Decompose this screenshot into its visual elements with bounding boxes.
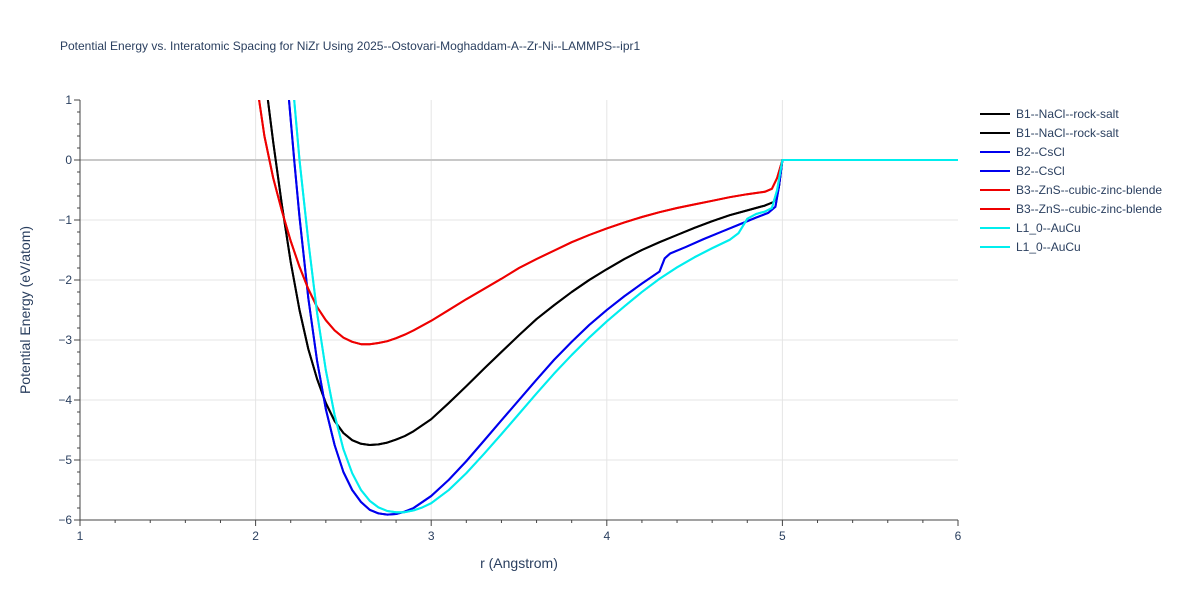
legend-item[interactable]: L1_0--AuCu (980, 221, 1081, 235)
y-tick-label: −5 (58, 453, 72, 467)
legend-label: B1--NaCl--rock-salt (1016, 126, 1119, 140)
y-tick-label: 0 (65, 153, 72, 167)
legend-label: B1--NaCl--rock-salt (1016, 107, 1119, 121)
x-tick-label: 3 (428, 529, 435, 543)
y-tick-label: 1 (65, 93, 72, 107)
legend[interactable]: B1--NaCl--rock-salt B1--NaCl--rock-salt B2… (980, 107, 1162, 254)
legend-item[interactable]: B3--ZnS--cubic-zinc-blende (980, 183, 1162, 197)
x-axis-title: r (Angstrom) (480, 555, 558, 571)
y-axis-title: Potential Energy (eV/atom) (17, 226, 33, 394)
x-tick-label: 2 (252, 529, 259, 543)
series-line-1 (266, 100, 958, 446)
series-line-3 (288, 100, 958, 516)
x-tick-label: 4 (603, 529, 610, 543)
legend-item[interactable]: L1_0--AuCu (980, 240, 1081, 254)
grid-lines (80, 100, 958, 520)
x-tick-label: 1 (77, 529, 84, 543)
y-tick-label: −4 (58, 393, 72, 407)
legend-item[interactable]: B2--CsCl (980, 164, 1065, 178)
legend-label: B3--ZnS--cubic-zinc-blende (1016, 183, 1162, 197)
series-line-7 (293, 100, 958, 514)
legend-item[interactable]: B1--NaCl--rock-salt (980, 126, 1119, 140)
x-tick-label: 5 (779, 529, 786, 543)
y-tick-label: −6 (58, 513, 72, 527)
series-layer (258, 100, 958, 516)
legend-item[interactable]: B1--NaCl--rock-salt (980, 107, 1119, 121)
y-tick-label: −3 (58, 333, 72, 347)
x-tick-label: 6 (955, 529, 962, 543)
series-line-0 (266, 100, 958, 446)
y-tick-label: −1 (58, 213, 72, 227)
axes: 1 2 3 4 5 6 1 0 −1 −2 −3 −4 −5 −6 (58, 93, 961, 543)
legend-label: B2--CsCl (1016, 164, 1065, 178)
legend-item[interactable]: B3--ZnS--cubic-zinc-blende (980, 202, 1162, 216)
legend-label: B2--CsCl (1016, 145, 1065, 159)
legend-label: B3--ZnS--cubic-zinc-blende (1016, 202, 1162, 216)
legend-item[interactable]: B2--CsCl (980, 145, 1065, 159)
legend-label: L1_0--AuCu (1016, 221, 1081, 235)
chart-title: Potential Energy vs. Interatomic Spacing… (60, 39, 641, 53)
y-tick-label: −2 (58, 273, 72, 287)
legend-label: L1_0--AuCu (1016, 240, 1081, 254)
